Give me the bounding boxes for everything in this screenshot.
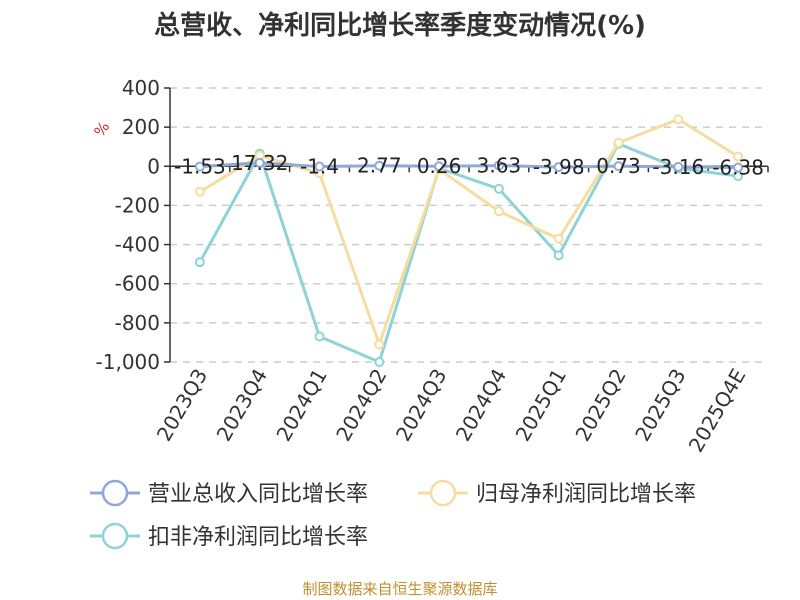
legend-label: 归母净利润同比增长率 xyxy=(476,482,696,507)
x-tick-label: 2024Q1 xyxy=(271,365,331,446)
data-label: -3.98 xyxy=(533,155,585,179)
data-label: 0.26 xyxy=(417,154,462,178)
grid-lines xyxy=(170,87,768,363)
data-label: -6.38 xyxy=(712,156,764,180)
y-tick-label: -400 xyxy=(115,233,160,257)
legend-marker-icon xyxy=(101,522,129,550)
data-label: -3.16 xyxy=(652,155,704,179)
data-point xyxy=(493,183,504,194)
data-point xyxy=(553,233,564,244)
series-line-2 xyxy=(198,142,739,364)
data-point xyxy=(374,357,385,367)
data-point xyxy=(374,339,385,350)
y-tick-label: -200 xyxy=(115,193,160,217)
data-point xyxy=(254,157,265,168)
chart-title: 总营收、净利同比增长率季度变动情况(%) xyxy=(154,10,646,41)
legend-item-1[interactable]: 归母净利润同比增长率 xyxy=(418,479,696,507)
y-tick-label: -1,000 xyxy=(96,350,160,374)
series-line-0 xyxy=(199,161,739,170)
data-label: 17.32 xyxy=(231,151,288,175)
data-point xyxy=(553,250,564,261)
data-point xyxy=(374,160,385,171)
source-note: 制图数据来自恒生聚源数据库 xyxy=(302,580,497,598)
data-point xyxy=(434,161,445,172)
data-point xyxy=(314,331,325,342)
legend-label: 扣非净利润同比增长率 xyxy=(148,525,368,550)
data-point xyxy=(733,151,744,162)
y-tick-label: -600 xyxy=(115,272,160,296)
legend-item-2[interactable]: 扣非净利润同比增长率 xyxy=(90,522,368,550)
data-label: -1.4 xyxy=(300,155,339,179)
data-point xyxy=(673,114,684,125)
legend-marker-icon xyxy=(101,479,129,507)
data-label: 3.63 xyxy=(477,154,522,178)
data-point xyxy=(613,137,624,148)
y-tick-label: 400 xyxy=(122,76,160,100)
data-point xyxy=(493,206,504,217)
legend-label: 营业总收入同比增长率 xyxy=(148,482,368,507)
y-tick-label: 200 xyxy=(122,115,160,139)
y-axis-unit-label: % xyxy=(90,118,113,140)
x-tick-label: 2024Q4 xyxy=(451,365,511,446)
data-point xyxy=(194,186,205,197)
data-label: 2.77 xyxy=(357,154,402,178)
data-point xyxy=(493,160,504,171)
data-point xyxy=(673,161,684,172)
data-point xyxy=(733,162,744,173)
x-tick-label: 2025Q2 xyxy=(570,365,630,446)
x-tick-label: 2025Q1 xyxy=(511,365,571,446)
legend-item-0[interactable]: 营业总收入同比增长率 xyxy=(90,479,368,507)
x-tick-label: 2025Q3 xyxy=(630,365,690,446)
y-tick-label: 0 xyxy=(147,154,160,178)
series-lines xyxy=(194,114,744,367)
x-tick-label: 2023Q3 xyxy=(152,365,212,446)
data-point xyxy=(194,257,205,268)
legend-marker-icon xyxy=(429,479,457,507)
x-tick-label: 2023Q4 xyxy=(212,365,272,446)
data-label: 0.73 xyxy=(596,154,641,178)
data-point xyxy=(194,161,205,172)
data-point xyxy=(613,161,624,172)
data-label: -1.53 xyxy=(174,155,226,179)
x-tick-label: 2025Q4E xyxy=(684,365,751,457)
y-tick-label: -800 xyxy=(115,311,160,335)
data-labels: -1.53 17.32 -1.4 2.77 0.26 3.63 -3.98 0.73 -3.16… xyxy=(174,151,764,180)
data-point xyxy=(314,161,325,172)
data-point xyxy=(553,162,564,173)
x-tick-label: 2024Q3 xyxy=(391,364,451,445)
x-tick-label: 2024Q2 xyxy=(331,365,391,446)
